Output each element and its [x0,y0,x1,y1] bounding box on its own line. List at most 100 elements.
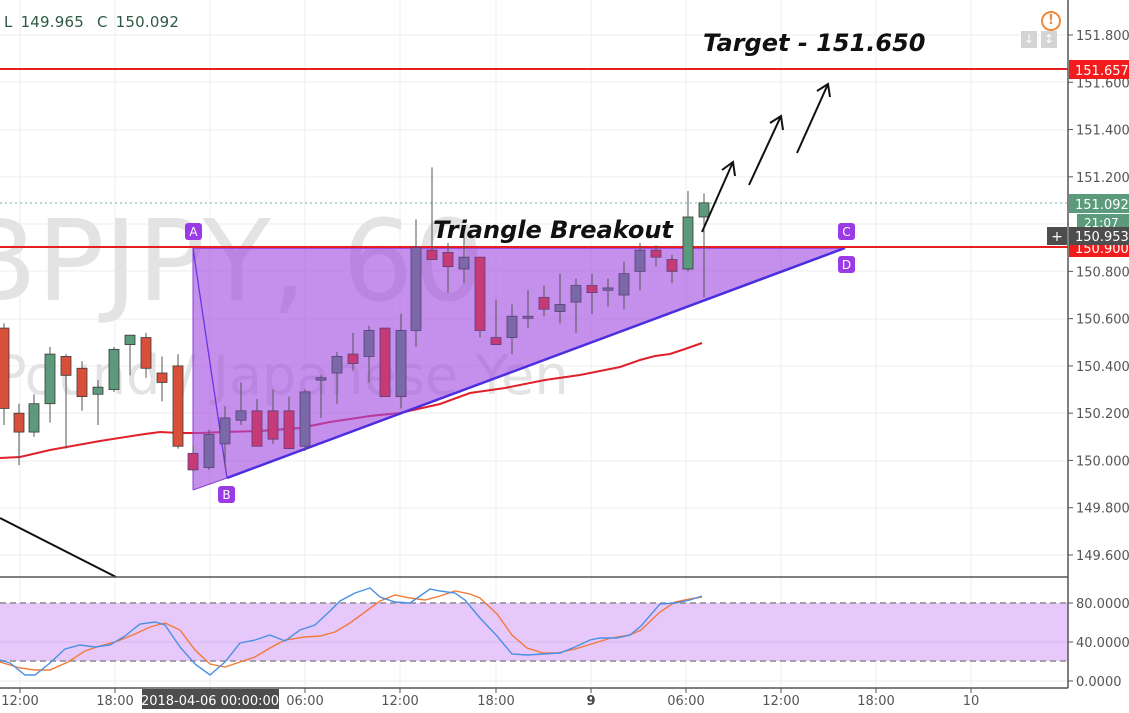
time-tick: 12:00 [762,694,799,709]
candle[interactable] [267,389,279,444]
candle[interactable] [650,245,662,267]
oscillator-pane[interactable] [0,587,1068,682]
candle[interactable] [235,382,247,425]
candle[interactable] [554,273,566,324]
ohlc-legend: L 149.965 C 150.092 [4,13,187,31]
candle[interactable] [698,193,710,298]
candle[interactable] [538,285,550,317]
svg-text:150.953: 150.953 [1075,230,1129,245]
target-price-label: 151.657 [1069,60,1129,79]
time-tick: 06:00 [667,694,704,709]
candle[interactable] [92,380,104,425]
candle[interactable] [140,332,152,378]
alert-icon[interactable]: ! [1041,11,1061,31]
price-axis[interactable]: 151.800151.600151.400151.200151.000150.8… [1068,29,1129,564]
svg-text:151.657: 151.657 [1075,64,1129,79]
candle[interactable] [331,351,343,404]
price-tick: 150.200 [1076,407,1129,422]
candle[interactable] [363,325,375,383]
candle[interactable] [44,346,56,423]
candle[interactable] [618,261,630,310]
candle[interactable] [28,394,40,437]
candle[interactable] [315,375,327,418]
price-tick: 150.600 [1076,313,1129,328]
oscillator-axis[interactable]: 80.0000 40.0000 0.0000 [1068,597,1129,690]
candle[interactable] [586,273,598,314]
breakout-annotation[interactable]: Triangle Breakout [433,216,674,244]
time-tick: 18:00 [857,694,894,709]
trend-line[interactable] [0,517,117,578]
point-label-b[interactable]: B [218,486,235,503]
candle[interactable] [490,299,502,346]
candle[interactable] [219,406,231,468]
time-tick: 12:00 [381,694,418,709]
candle[interactable] [522,290,534,329]
time-highlight: 2018-04-06 00:00:00 [141,694,279,709]
candlestick-series[interactable] [0,167,710,473]
point-label-c[interactable]: C [838,223,855,240]
candle[interactable] [203,429,215,470]
crosshair-price-label: 150.953 [1069,227,1129,245]
candle[interactable] [442,242,454,293]
candle[interactable] [283,396,295,450]
candle[interactable] [13,403,25,466]
point-label-d[interactable]: D [838,256,855,273]
price-tick: 151.800 [1076,29,1129,44]
svg-text:A: A [189,225,198,239]
svg-text:D: D [842,258,851,272]
candle[interactable] [76,361,88,411]
candle[interactable] [124,334,136,376]
svg-text:C: C [842,225,850,239]
triangle-pattern[interactable] [192,246,846,491]
candle[interactable] [506,304,518,355]
projection-arrows[interactable] [701,82,831,233]
arrow-down-icon[interactable]: ↓ [1021,31,1037,48]
time-tick: 06:00 [286,694,323,709]
price-tick: 149.800 [1076,502,1129,517]
time-axis[interactable]: 12:00 18:00 2018-04-06 00:00:00 06:00 12… [1,688,979,709]
time-tick-day: 10 [963,694,980,709]
arrow-split-icon[interactable]: ↕ [1041,31,1057,48]
candle[interactable] [0,323,10,425]
candle[interactable] [299,389,311,451]
plus-icon: + [1051,229,1063,245]
point-label-a[interactable]: A [185,223,202,240]
candle[interactable] [395,313,407,409]
candle[interactable] [156,356,168,402]
osc-tick-0: 0.0000 [1076,675,1122,690]
target-annotation[interactable]: Target - 151.650 [703,29,925,57]
candle[interactable] [682,190,694,272]
candle[interactable] [172,354,184,449]
candle[interactable] [347,332,359,371]
countdown-label: 21:07 [1069,214,1129,230]
time-tick: 18:00 [96,694,133,709]
candle[interactable] [60,354,72,449]
price-tick: 149.600 [1076,549,1129,564]
candle[interactable] [458,226,470,284]
stochastic-k-line [0,587,703,676]
candle[interactable] [666,254,678,284]
candle[interactable] [426,167,438,260]
crosshair-add-button[interactable]: + [1047,227,1067,245]
svg-text:151.092: 151.092 [1075,198,1129,213]
candle[interactable] [251,398,263,447]
last-price-label: 151.092 [1069,194,1129,213]
svg-text:150.900: 150.900 [1075,242,1129,257]
time-tick: 12:00 [1,694,38,709]
svg-text:B: B [222,488,230,502]
stochastic-d-line [0,590,703,671]
candle[interactable] [410,219,422,347]
svg-text:21:07: 21:07 [1084,216,1119,230]
candle[interactable] [108,346,120,392]
candle[interactable] [634,242,646,291]
candle[interactable] [474,256,486,338]
price-tick: 150.400 [1076,360,1129,375]
candle[interactable] [379,327,391,398]
candle[interactable] [187,446,199,473]
price-tick: 150.800 [1076,265,1129,280]
candle[interactable] [570,278,582,333]
ohlc-close: C 150.092 [96,13,180,31]
candle[interactable] [602,278,614,307]
